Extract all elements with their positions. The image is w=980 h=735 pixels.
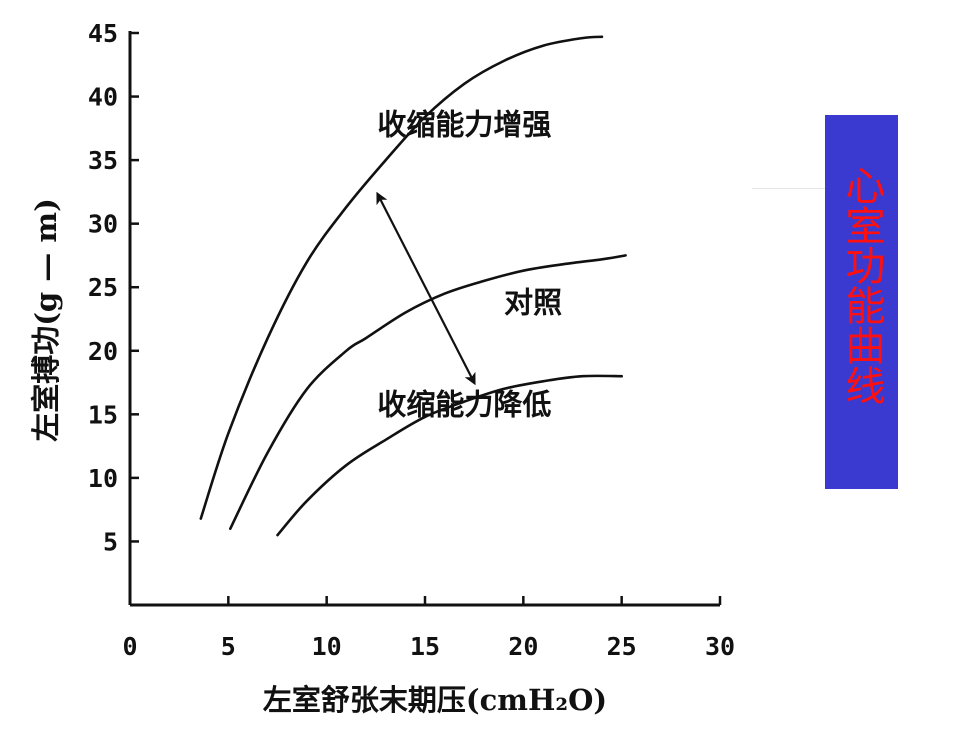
decorative-divider bbox=[752, 188, 825, 189]
y-tick-label: 5 bbox=[103, 527, 118, 556]
x-tick-label: 15 bbox=[410, 632, 440, 661]
y-tick-label: 20 bbox=[88, 337, 118, 366]
y-axis-label: 左室搏功(g — m) bbox=[29, 198, 63, 442]
y-tick-label: 10 bbox=[88, 464, 118, 493]
side-title-panel: 心室功能曲线 bbox=[825, 115, 898, 489]
y-tick-label: 25 bbox=[88, 273, 118, 302]
x-axis-label: 左室舒张末期压(cmH₂O) bbox=[263, 683, 607, 717]
y-tick-label: 35 bbox=[88, 146, 118, 175]
x-tick-label: 20 bbox=[508, 632, 538, 661]
y-tick-label: 40 bbox=[88, 83, 118, 112]
side-title: 心室功能曲线 bbox=[838, 165, 885, 405]
y-tick-label: 15 bbox=[88, 400, 118, 429]
x-tick-label: 0 bbox=[122, 632, 137, 661]
chart-series bbox=[199, 35, 627, 537]
x-tick-label: 5 bbox=[221, 632, 236, 661]
y-tick-label: 45 bbox=[88, 19, 118, 48]
curve-increased-contractility bbox=[199, 35, 604, 520]
annotation-control: 对照 bbox=[504, 286, 562, 320]
chart-ticks: 0 5 10 15 20 25 30 5 10 15 20 25 30 35 40 45 bbox=[88, 19, 735, 661]
x-tick-label: 10 bbox=[312, 632, 342, 661]
x-tick-label: 30 bbox=[705, 632, 735, 661]
annotation-increased: 收缩能力增强 bbox=[377, 108, 551, 142]
y-tick-label: 30 bbox=[88, 210, 118, 239]
annotation-decreased: 收缩能力降低 bbox=[377, 387, 551, 421]
x-tick-label: 25 bbox=[607, 632, 637, 661]
contractility-arrow bbox=[376, 191, 476, 386]
curve-decreased-contractility bbox=[276, 374, 623, 537]
